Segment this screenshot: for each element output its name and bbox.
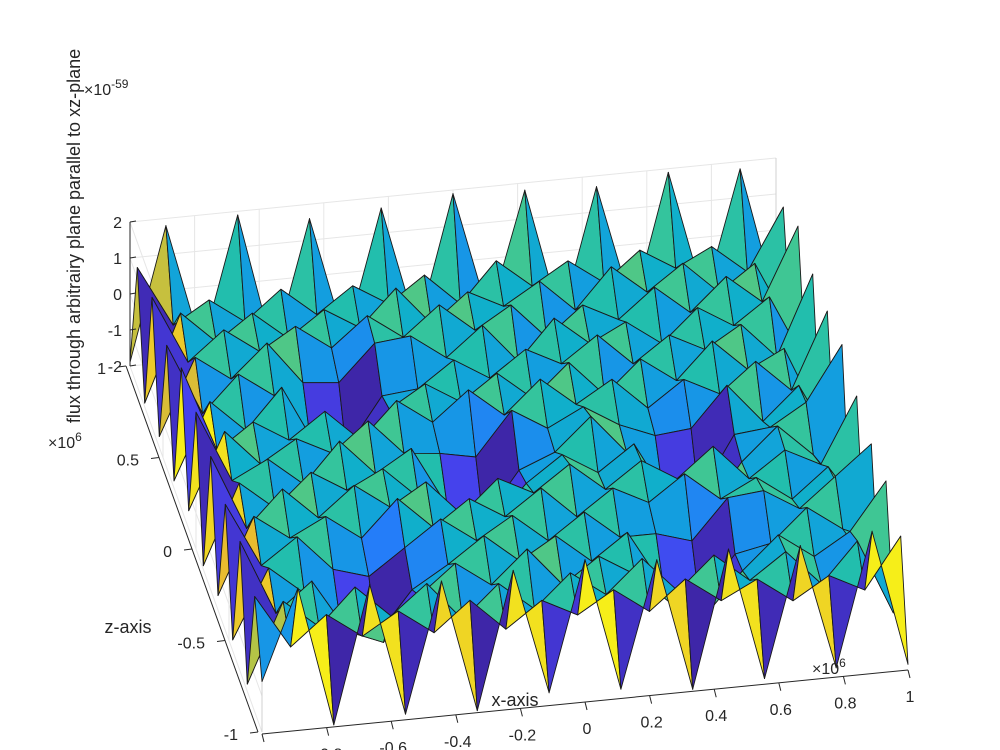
flux-tick bbox=[129, 220, 137, 223]
x-tick-label: -0.2 bbox=[509, 727, 537, 744]
x-tick-label: 0.4 bbox=[705, 708, 727, 725]
x-tick-label: 0 bbox=[583, 721, 592, 738]
x-tick-label: 0.2 bbox=[640, 715, 662, 732]
x-tick-label: 0.6 bbox=[770, 702, 792, 719]
flux-tick bbox=[129, 364, 137, 367]
z-axis-tick bbox=[249, 731, 259, 734]
x-tick bbox=[842, 676, 846, 685]
z-axis-tick bbox=[183, 548, 193, 551]
surface-patch bbox=[727, 490, 772, 555]
x-tick-label: 1 bbox=[906, 689, 915, 706]
x-tick bbox=[713, 689, 717, 698]
z-axis-tick-label: 0 bbox=[163, 544, 172, 561]
x-tick bbox=[584, 701, 588, 711]
z-axis-tick bbox=[117, 365, 127, 368]
x-tick bbox=[326, 727, 330, 736]
flux-tick bbox=[129, 292, 137, 295]
z-axis-tick-label: -0.5 bbox=[177, 636, 205, 653]
x-tick bbox=[649, 695, 653, 704]
x-tick-label: 0.8 bbox=[834, 695, 856, 712]
flux-tick bbox=[129, 256, 137, 259]
x-axis-label: x-axis bbox=[491, 690, 538, 710]
z-axis-multiplier: ×106 bbox=[48, 430, 82, 452]
z-axis-tick bbox=[150, 457, 160, 459]
x-tick-label: -0.4 bbox=[444, 734, 472, 750]
x-tick bbox=[455, 714, 459, 723]
flux-axis-label: flux through arbitrairy plane parallel t… bbox=[64, 49, 84, 423]
x-tick-label: -0.6 bbox=[379, 740, 407, 750]
x-tick-label: -0.8 bbox=[315, 747, 343, 750]
z-axis-tick bbox=[216, 640, 226, 642]
surface-patch bbox=[864, 530, 909, 665]
flux-tick-label: 0 bbox=[113, 287, 122, 304]
x-tick bbox=[778, 682, 782, 691]
x-tick bbox=[519, 708, 523, 717]
x-tick bbox=[390, 721, 394, 730]
z-axis-tick-label: 0.5 bbox=[117, 453, 139, 470]
x-tick bbox=[261, 733, 265, 743]
flux-tick-label: 2 bbox=[113, 215, 122, 232]
flux-multiplier: ×10-59 bbox=[84, 77, 129, 99]
flux-tick-label: -1 bbox=[108, 323, 122, 340]
z-axis-tick-label: -1 bbox=[224, 727, 238, 744]
x-tick bbox=[907, 669, 911, 679]
z-axis-label: z-axis bbox=[104, 617, 151, 637]
surface-plot bbox=[129, 168, 909, 726]
flux-tick-label: -2 bbox=[108, 359, 122, 376]
flux-tick bbox=[129, 328, 137, 331]
x-multiplier: ×106 bbox=[812, 656, 846, 678]
axes: -1 -0.8 -0.6 -0.4 -0.2 0 0.2 0.4 0.6 0.8 1 -1 -0.5 0 0… bbox=[97, 215, 914, 750]
flux-tick-label: 1 bbox=[113, 251, 122, 268]
z-axis-tick-label: 1 bbox=[97, 361, 106, 378]
